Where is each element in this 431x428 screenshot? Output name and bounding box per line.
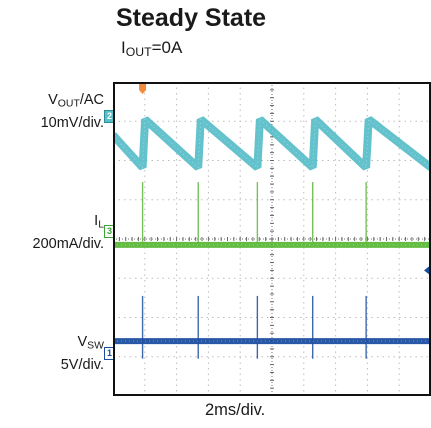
vout-name-suffix: /AC bbox=[79, 92, 104, 108]
vsw-label: VSW 5V/div. bbox=[61, 333, 104, 374]
condition-subscript: OUT bbox=[125, 45, 152, 60]
il-name-subscript: L bbox=[98, 219, 104, 231]
vout-trace bbox=[113, 116, 431, 171]
il-label: IL 200mA/div. bbox=[33, 212, 104, 253]
vout-trace-noise bbox=[113, 118, 431, 169]
traces bbox=[113, 82, 431, 359]
vout-name-subscript: OUT bbox=[57, 98, 80, 110]
trigger-level-arrow bbox=[424, 266, 429, 275]
il-name-main: I bbox=[94, 213, 99, 229]
trigger-marker bbox=[139, 82, 147, 94]
chart-title: Steady State bbox=[116, 4, 267, 32]
condition-name: I bbox=[121, 38, 126, 57]
vsw-scale: 5V/div. bbox=[60, 356, 104, 373]
vsw-name-subscript: SW bbox=[87, 340, 104, 352]
il-scale: 200mA/div. bbox=[32, 235, 104, 252]
vout-name: VOUT/AC bbox=[41, 91, 104, 114]
vout-label: VOUT/AC 10mV/div. bbox=[41, 91, 104, 132]
vout-scale: 10mV/div. bbox=[40, 114, 104, 131]
oscilloscope-plot bbox=[113, 82, 431, 396]
vout-name-main: V bbox=[48, 92, 58, 108]
plot-frame bbox=[113, 82, 431, 396]
il-name: IL bbox=[33, 212, 104, 235]
grid bbox=[113, 82, 431, 396]
x-axis-scale: 2ms/div. bbox=[205, 401, 266, 419]
test-condition: IOUT=0A bbox=[121, 38, 182, 59]
vsw-name: VSW bbox=[61, 333, 105, 356]
condition-value: =0A bbox=[151, 38, 183, 57]
vsw-name-main: V bbox=[77, 334, 88, 350]
